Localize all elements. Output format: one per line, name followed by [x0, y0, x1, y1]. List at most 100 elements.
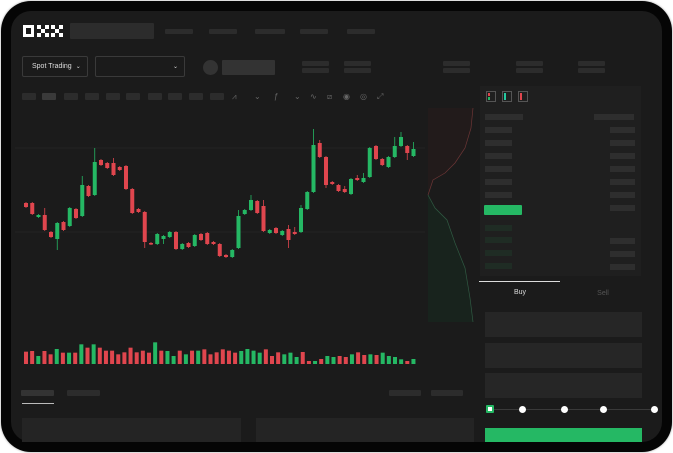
- volume-bar: [374, 355, 379, 364]
- search-bar[interactable]: [70, 23, 154, 39]
- volume-bar: [405, 361, 410, 364]
- slider-mark-100[interactable]: [651, 406, 658, 413]
- chevron-icon[interactable]: ⌄: [294, 92, 301, 101]
- candle-body: [230, 250, 235, 257]
- volume-bar: [60, 352, 65, 364]
- fullscreen-icon[interactable]: ⤢: [377, 92, 384, 101]
- pair-selector-dropdown[interactable]: ⌄: [95, 56, 185, 77]
- timeframe-button[interactable]: [189, 93, 203, 100]
- ask-amount: [610, 140, 635, 146]
- bottom-panel-right: [256, 418, 474, 442]
- candle-body: [374, 146, 378, 159]
- candle-body: [67, 208, 72, 226]
- candle: [267, 229, 272, 234]
- candle-body: [292, 232, 297, 234]
- volume-bar: [263, 349, 268, 364]
- slider-mark-25[interactable]: [519, 406, 526, 413]
- slider-mark-50[interactable]: [561, 406, 568, 413]
- nav-item[interactable]: [209, 29, 237, 34]
- bids-view-icon[interactable]: [502, 91, 512, 102]
- candle-body: [342, 189, 347, 192]
- candle: [186, 242, 191, 248]
- volume-bar: [147, 352, 151, 364]
- volume-bar: [257, 352, 262, 364]
- candle-body: [305, 192, 310, 209]
- candle: [49, 231, 53, 238]
- candle-body: [24, 203, 28, 207]
- last-price-badge: [484, 205, 522, 215]
- volume-chart: [24, 342, 416, 364]
- timeframe-button[interactable]: [42, 93, 56, 100]
- candle-body: [174, 232, 178, 249]
- line-tool-icon[interactable]: ∿: [310, 92, 317, 101]
- volume-bar: [349, 354, 354, 364]
- both-sides-view-icon[interactable]: [486, 91, 496, 102]
- candle: [261, 200, 266, 232]
- candle-body: [74, 209, 78, 218]
- bid-amount: [610, 251, 635, 257]
- stat-label: [516, 61, 543, 66]
- candlestick-chart[interactable]: [15, 108, 425, 370]
- settings-icon[interactable]: ◎: [360, 92, 367, 101]
- candle: [380, 158, 385, 166]
- timeframe-button[interactable]: [168, 93, 182, 100]
- bottom-tab-active[interactable]: [21, 390, 54, 396]
- candle-body: [392, 146, 397, 157]
- candle-body: [336, 185, 341, 191]
- volume-bar: [331, 357, 336, 364]
- volume-bar: [208, 354, 213, 364]
- candle: [205, 232, 210, 245]
- timeframe-button[interactable]: [64, 93, 78, 100]
- ruler-icon[interactable]: ⧄: [327, 92, 333, 101]
- candle: [86, 185, 91, 197]
- volume-bar: [24, 351, 28, 364]
- candle-body: [149, 243, 153, 245]
- amount-input[interactable]: [485, 343, 642, 368]
- buy-button[interactable]: [485, 428, 642, 442]
- bottom-action[interactable]: [389, 390, 421, 396]
- candle: [67, 207, 72, 227]
- candle: [299, 205, 303, 233]
- spot-trading-dropdown[interactable]: Spot Trading ⌄: [22, 56, 88, 77]
- timeframe-button[interactable]: [22, 93, 36, 100]
- stat-value: [578, 68, 605, 73]
- nav-item[interactable]: [165, 29, 193, 34]
- stat-value: [516, 68, 543, 73]
- indicator-icon[interactable]: ⌄: [254, 92, 261, 101]
- total-input[interactable]: [485, 373, 642, 398]
- volume-bar: [220, 349, 225, 364]
- sell-tab[interactable]: Sell: [597, 290, 609, 297]
- chevron-down-icon: ⌄: [172, 64, 178, 70]
- candle: [36, 214, 41, 218]
- candle-body: [80, 185, 85, 216]
- bottom-tab[interactable]: [67, 390, 100, 396]
- bottom-action[interactable]: [431, 390, 463, 396]
- slider-handle[interactable]: [486, 405, 494, 413]
- timeframe-button[interactable]: [126, 93, 140, 100]
- volume-bar: [399, 359, 404, 364]
- ask-amount: [610, 179, 635, 185]
- candle-body: [61, 222, 66, 230]
- timeframe-button[interactable]: [106, 93, 120, 100]
- volume-bar: [288, 352, 293, 364]
- timeframe-button[interactable]: [210, 93, 224, 100]
- nav-item[interactable]: [300, 29, 328, 34]
- volume-bar: [233, 352, 238, 364]
- fx-icon[interactable]: ƒ: [274, 92, 279, 101]
- asks-view-icon[interactable]: [518, 91, 528, 102]
- candle: [111, 158, 116, 176]
- nav-item[interactable]: [347, 29, 375, 34]
- timeframe-button[interactable]: [148, 93, 162, 100]
- slider-mark-75[interactable]: [600, 406, 607, 413]
- camera-icon[interactable]: ◉: [343, 92, 350, 101]
- candle-type-icon[interactable]: ⩘: [232, 92, 237, 101]
- amount-slider-track[interactable]: [490, 409, 656, 410]
- nav-item[interactable]: [255, 29, 285, 34]
- candle-body: [86, 186, 91, 196]
- candle-body: [274, 228, 278, 233]
- volume-bar: [48, 354, 53, 364]
- timeframe-button[interactable]: [85, 93, 99, 100]
- buy-tab[interactable]: Buy: [513, 289, 527, 296]
- price-input[interactable]: [485, 312, 642, 337]
- volume-bar: [177, 350, 182, 364]
